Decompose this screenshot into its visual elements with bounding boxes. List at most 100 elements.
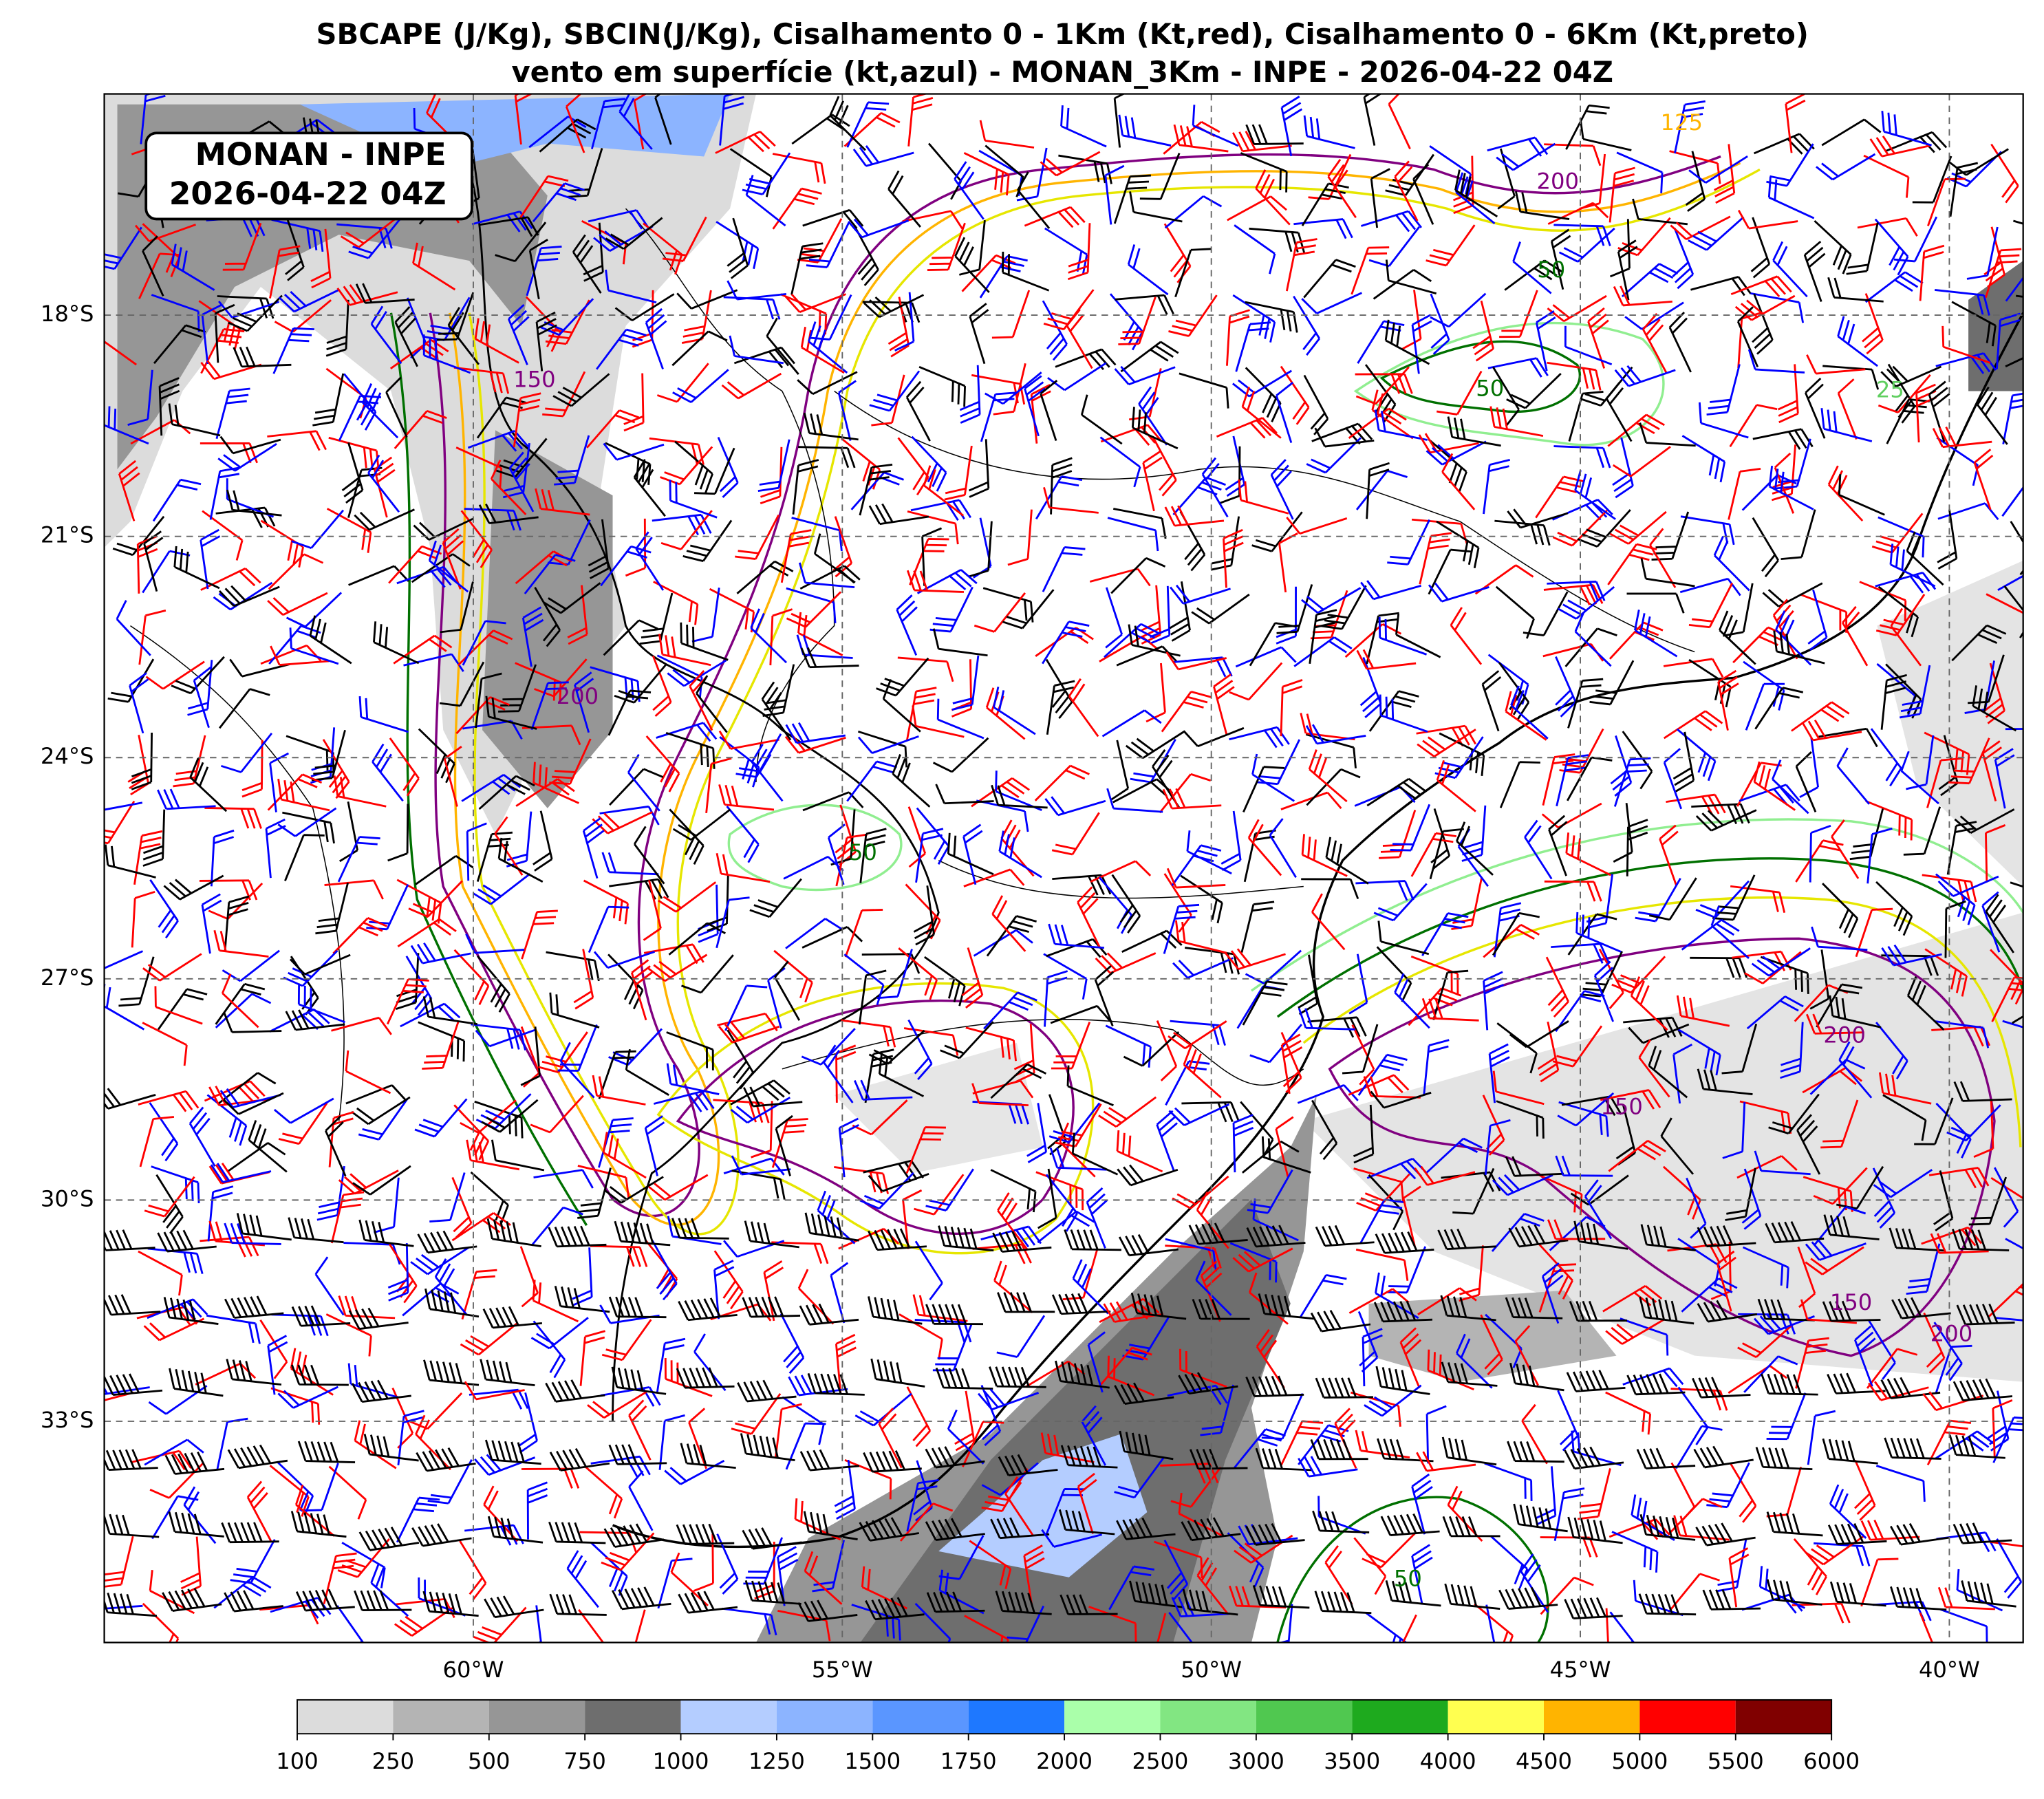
wind-barb bbox=[1160, 1463, 1219, 1484]
wind-barb bbox=[1730, 885, 1786, 913]
wind-barb bbox=[151, 1165, 200, 1203]
wind-barb bbox=[1773, 630, 1825, 665]
wind-barb bbox=[1426, 440, 1487, 466]
wind-barb bbox=[1430, 292, 1487, 328]
wind-barb bbox=[969, 439, 990, 498]
wind-barb bbox=[104, 1391, 134, 1401]
wind-barb bbox=[980, 391, 1017, 442]
wind-barb bbox=[1932, 427, 1992, 449]
wind-barb bbox=[1499, 761, 1540, 808]
wind-barb bbox=[142, 550, 191, 594]
wind-barb bbox=[138, 1090, 200, 1112]
wind-barb bbox=[200, 528, 221, 590]
wind-barb bbox=[792, 459, 819, 515]
wind-barb bbox=[1373, 1300, 1433, 1323]
wind-barb bbox=[582, 817, 605, 879]
wind-barb bbox=[1752, 428, 1814, 450]
wind-barb bbox=[1492, 912, 1540, 956]
wind-barb bbox=[351, 1096, 411, 1125]
contour-label: 200 bbox=[1537, 168, 1579, 194]
wind-barb bbox=[963, 868, 1025, 887]
wind-barb bbox=[859, 1517, 919, 1542]
wind-barb bbox=[1165, 1238, 1217, 1272]
wind-barb bbox=[183, 1486, 217, 1544]
wind-barb bbox=[277, 778, 330, 812]
wind-barb bbox=[118, 460, 140, 521]
wind-barb bbox=[907, 510, 959, 545]
wind-barb bbox=[807, 1372, 865, 1396]
wind-barb bbox=[286, 592, 343, 628]
wind-barb bbox=[583, 879, 629, 925]
wind-barb bbox=[1071, 1132, 1119, 1176]
wind-barb bbox=[1371, 389, 1414, 440]
wind-barb bbox=[1626, 592, 1685, 614]
wind-barb bbox=[630, 959, 653, 1021]
contour-line bbox=[389, 312, 588, 1227]
wind-barb bbox=[782, 1396, 825, 1445]
wind-barb bbox=[1498, 1586, 1558, 1610]
wind-barb bbox=[1280, 679, 1303, 737]
wind-barb bbox=[1168, 294, 1218, 337]
wind-barb bbox=[896, 594, 918, 656]
wind-barb bbox=[1820, 408, 1873, 442]
wind-barb bbox=[396, 565, 458, 588]
wind-barb bbox=[549, 1593, 607, 1616]
wind-barb bbox=[1547, 581, 1606, 602]
wind-barb bbox=[478, 775, 535, 810]
wind-barb bbox=[1983, 662, 2005, 724]
wind-barb bbox=[345, 1050, 391, 1095]
wind-barb bbox=[515, 778, 575, 807]
wind-barb bbox=[1860, 1519, 1920, 1541]
wind-barb bbox=[475, 1028, 537, 1048]
wind-barb bbox=[549, 1447, 610, 1472]
wind-barb bbox=[1417, 729, 1476, 757]
wind-barb bbox=[1256, 1328, 1285, 1389]
wind-barb bbox=[290, 1511, 347, 1538]
wind-barb bbox=[1609, 166, 1635, 223]
wind-barb bbox=[1996, 1538, 2023, 1599]
wind-barb bbox=[1767, 176, 1815, 219]
wind-barb bbox=[1746, 995, 1804, 1030]
wind-barb bbox=[1115, 294, 1174, 315]
wind-barb bbox=[1060, 105, 1107, 148]
wind-barb bbox=[422, 1020, 460, 1070]
wind-barb bbox=[1817, 727, 1878, 748]
wind-barb bbox=[309, 615, 352, 665]
wind-barb bbox=[1007, 509, 1033, 566]
wind-barb bbox=[1060, 1445, 1118, 1469]
wind-barb bbox=[1739, 784, 1800, 806]
wind-barb bbox=[1441, 1436, 1497, 1466]
wind-barb bbox=[221, 732, 273, 773]
colorbar-bin bbox=[585, 1699, 681, 1734]
wind-barb bbox=[1376, 946, 1412, 1002]
wind-barb bbox=[1536, 1466, 1557, 1526]
wind-barb bbox=[1535, 310, 1556, 371]
wind-barb bbox=[1752, 517, 1779, 578]
wind-barb bbox=[1375, 1231, 1434, 1254]
wind-barb bbox=[1303, 115, 1355, 149]
wind-barb bbox=[524, 553, 576, 594]
wind-barb bbox=[590, 1245, 648, 1267]
wind-barb bbox=[1399, 1327, 1422, 1389]
wind-barb bbox=[1717, 669, 1739, 731]
wind-barb bbox=[623, 373, 645, 432]
wind-barb bbox=[1766, 1392, 1807, 1441]
wind-barb bbox=[750, 608, 787, 664]
wind-barb bbox=[1946, 1104, 2001, 1142]
wind-barb bbox=[844, 1459, 892, 1500]
wind-barb bbox=[772, 153, 826, 184]
contour-label: 50 bbox=[849, 839, 877, 865]
wind-barb bbox=[964, 1615, 1009, 1643]
wind-barb bbox=[471, 211, 533, 233]
wind-barb bbox=[1013, 1024, 1035, 1084]
wind-barb bbox=[1362, 1328, 1383, 1387]
wind-barb bbox=[1047, 362, 1107, 391]
wind-barb bbox=[1385, 1580, 1441, 1607]
wind-barb bbox=[1041, 1529, 1102, 1548]
wind-barb bbox=[1255, 169, 1291, 226]
map-frame bbox=[103, 93, 2024, 1644]
wind-barb bbox=[1099, 436, 1141, 488]
wind-barb bbox=[1234, 224, 1276, 274]
wind-barb bbox=[1379, 694, 1428, 733]
wind-barb bbox=[897, 656, 954, 682]
